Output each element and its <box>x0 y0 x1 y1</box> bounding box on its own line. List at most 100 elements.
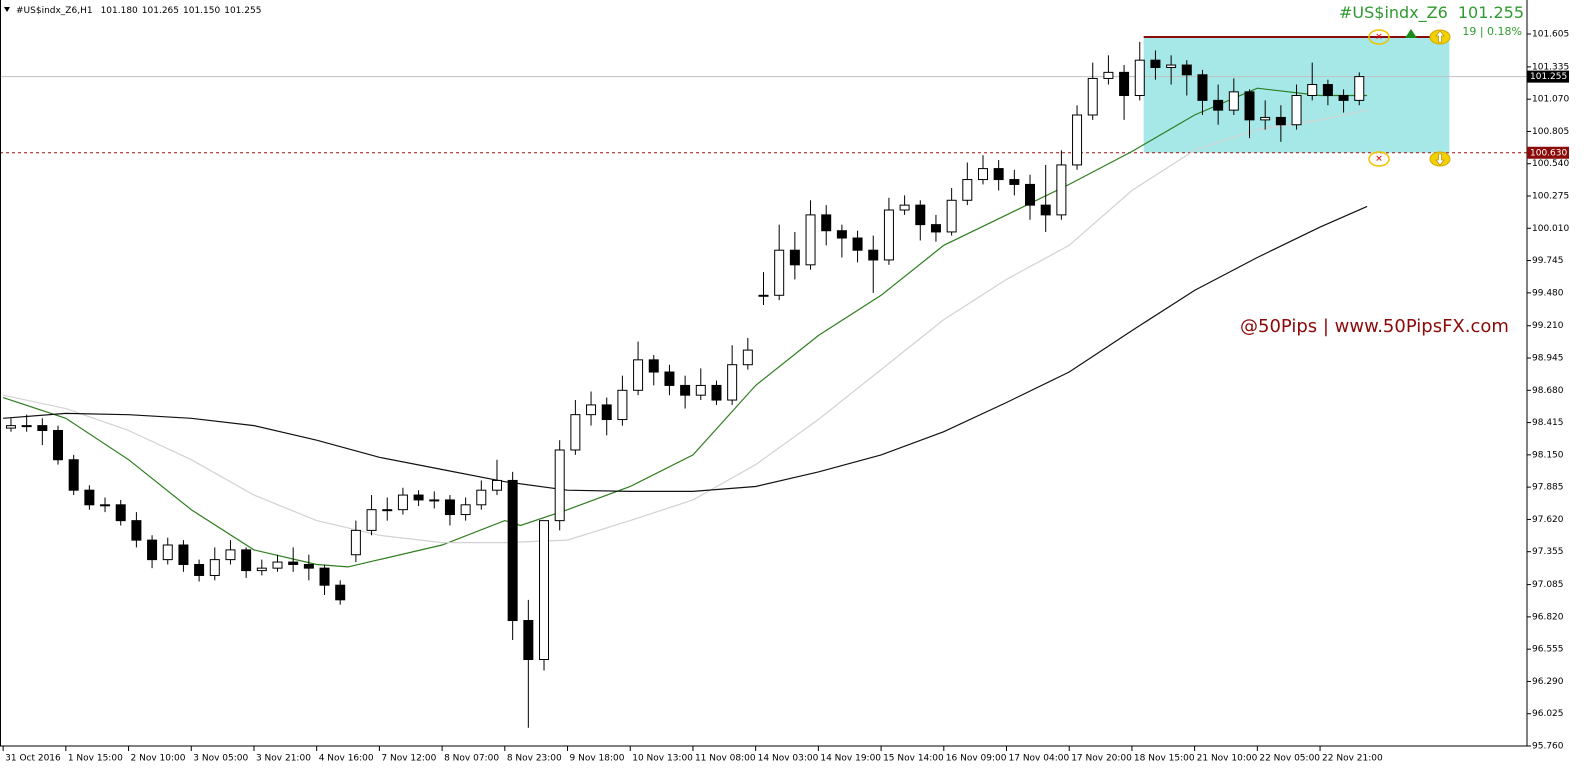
candle-body <box>194 563 205 576</box>
candle-body <box>1275 116 1286 126</box>
x-tick-label: 21 Nov 10:00 <box>1197 754 1258 764</box>
candle-body <box>774 249 785 296</box>
y-tick-label: 99.745 <box>1532 256 1564 266</box>
candle-body <box>868 249 879 261</box>
candle-body <box>993 168 1004 181</box>
candle-layer <box>5 41 1365 728</box>
candle-body <box>680 384 691 396</box>
y-tick-label: 97.620 <box>1532 515 1564 525</box>
candle-body <box>1150 59 1161 68</box>
candle-body <box>1056 164 1067 216</box>
y-tick-label: 97.355 <box>1532 547 1564 557</box>
watermark: @50Pips | www.50PipsFX.com <box>1240 316 1509 337</box>
y-tick-label: 95.760 <box>1532 742 1564 752</box>
candle-body <box>648 359 659 373</box>
candle-body <box>5 425 16 429</box>
y-tick-label: 96.025 <box>1532 709 1564 719</box>
candle-body <box>570 414 581 451</box>
candle-body <box>1166 64 1177 68</box>
y-tick-label: 98.415 <box>1532 418 1564 428</box>
candle-body <box>241 549 252 572</box>
icon-close-top[interactable]: ✕ <box>1368 29 1390 45</box>
candle-body <box>429 499 440 502</box>
x-tick-label: 9 Nov 18:00 <box>570 754 625 764</box>
candle-body <box>1291 95 1302 126</box>
y-tick-label: 98.945 <box>1532 354 1564 364</box>
level-tag-label: 100.630 <box>1530 148 1567 158</box>
candle-body <box>1322 84 1333 97</box>
icon-close-bottom[interactable]: ✕ <box>1368 151 1390 167</box>
chart-header: #US$indx_Z6,H1 101.180 101.265 101.150 101.2… <box>16 6 261 16</box>
symbol: #US$indx_Z6,H1 <box>16 6 93 16</box>
x-tick-label: 22 Nov 05:00 <box>1259 754 1320 764</box>
candle-body <box>115 504 126 522</box>
y-tick-label: 100.805 <box>1532 127 1569 137</box>
price-tag-box <box>1527 70 1569 83</box>
bid-value: 101.255 <box>1458 3 1524 22</box>
up-triangle <box>1405 29 1417 38</box>
candle-body <box>84 489 95 506</box>
y-tick-label: 101.070 <box>1532 95 1569 105</box>
candle-body <box>366 509 377 531</box>
symbol-bid: #US$indx_Z6 101.255 <box>1339 3 1524 23</box>
candle-body <box>350 529 361 556</box>
candle-body <box>930 224 941 233</box>
x-tick-label: 8 Nov 07:00 <box>444 754 499 764</box>
candle-body <box>1197 74 1208 101</box>
moving-average <box>2 109 1368 544</box>
candle-body <box>836 230 847 239</box>
candle-body <box>397 494 408 511</box>
x-tick-label: 3 Nov 21:00 <box>256 754 311 764</box>
candle-body <box>335 584 346 601</box>
candle-body <box>977 168 988 181</box>
y-tick-label: 98.150 <box>1532 450 1564 460</box>
candle-body <box>225 549 236 561</box>
icon-down[interactable] <box>1429 151 1451 167</box>
candle-body <box>946 199 957 233</box>
x-tick-label: 14 Nov 03:00 <box>758 754 819 764</box>
y-tick-label: 97.085 <box>1532 580 1564 590</box>
candle-body <box>727 364 738 401</box>
candle-body <box>1025 183 1036 206</box>
x-tick-label: 17 Nov 04:00 <box>1009 754 1070 764</box>
x-tick-label: 14 Nov 19:00 <box>820 754 881 764</box>
candle-body <box>554 449 565 522</box>
x-tick-label: 16 Nov 09:00 <box>946 754 1007 764</box>
candle-body <box>68 459 79 491</box>
candle-body <box>1072 114 1083 166</box>
y-tick-label: 100.540 <box>1532 159 1569 169</box>
y-tick-label: 96.290 <box>1532 677 1564 687</box>
menu-arrow[interactable] <box>4 7 10 12</box>
candle-body <box>664 371 675 386</box>
ma-layer <box>2 87 1368 568</box>
y-tick-label: 100.275 <box>1532 192 1569 202</box>
candle-body <box>899 204 910 211</box>
candle-body <box>1307 84 1318 97</box>
candle-body <box>288 561 299 565</box>
axis-layer: 101.605 101.335 101.070 100.805 100.540 100.2… <box>0 0 1569 764</box>
candle-body <box>53 429 64 461</box>
quote-low: 101.150 <box>183 6 220 16</box>
x-tick-label: 22 Nov 21:00 <box>1322 754 1383 764</box>
candle-body <box>601 404 612 421</box>
x-tick-label: 31 Oct 2016 <box>5 754 61 764</box>
candle-body <box>1213 99 1224 111</box>
candle-body <box>617 389 628 421</box>
y-tick-label: 100.010 <box>1532 224 1569 234</box>
candle-body <box>742 349 753 366</box>
candle-body <box>1354 76 1365 101</box>
x-tick-label: 18 Nov 15:00 <box>1134 754 1195 764</box>
candle-body <box>789 249 800 266</box>
icon-up[interactable] <box>1429 29 1451 45</box>
quote-close: 101.255 <box>224 6 261 16</box>
candle-body <box>21 425 32 428</box>
candle-body <box>1087 77 1098 116</box>
candle-body <box>147 539 158 561</box>
candle-body <box>1181 64 1192 76</box>
candle-body <box>303 563 314 569</box>
x-tick-label: 4 Nov 16:00 <box>319 754 374 764</box>
svg-text:✕: ✕ <box>1375 33 1383 43</box>
symbol-name: #US$indx_Z6 <box>1339 3 1448 23</box>
y-tick-label: 101.335 <box>1532 62 1569 72</box>
